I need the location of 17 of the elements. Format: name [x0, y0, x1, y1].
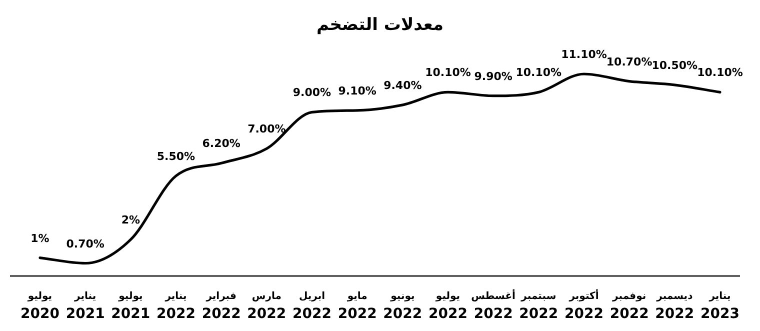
data-label: 10.50%	[652, 58, 698, 72]
data-label: 10.10%	[516, 66, 562, 80]
data-label: 11.10%	[561, 48, 607, 61]
data-label: 5.50%	[156, 150, 196, 163]
data-label: 10.70%	[606, 55, 652, 68]
data-label: 6.20%	[202, 137, 240, 150]
data-label: 10.10%	[697, 66, 743, 80]
data-label: 7.00%	[248, 122, 286, 136]
data-label: 9.40%	[384, 78, 422, 92]
data-label: 9.90%	[474, 70, 512, 83]
data-label: 10.10%	[425, 66, 471, 80]
chart-title: معدلات التضخم	[316, 15, 444, 35]
data-label: 0.70%	[66, 237, 104, 250]
data-label: 9.00%	[292, 86, 332, 100]
data-label: 2%	[121, 214, 140, 227]
data-label: 9.10%	[338, 84, 376, 98]
data-label: 1%	[30, 232, 50, 245]
